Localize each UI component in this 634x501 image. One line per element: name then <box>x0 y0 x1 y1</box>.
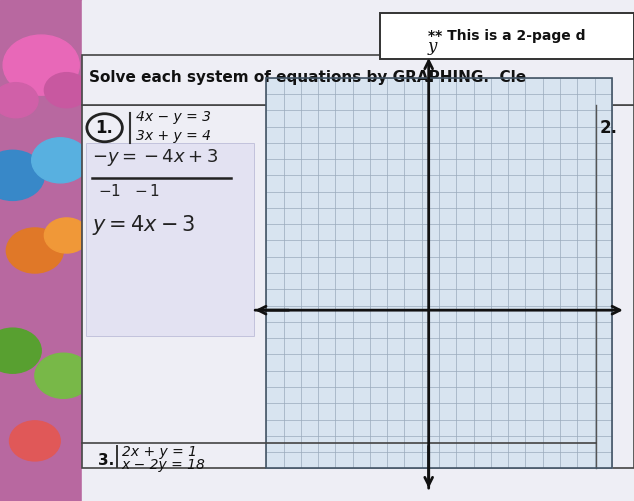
Circle shape <box>6 228 63 273</box>
Bar <box>86 143 254 336</box>
Text: ** This is a 2-page d: ** This is a 2-page d <box>429 29 586 43</box>
Bar <box>82 105 634 468</box>
Circle shape <box>32 138 89 183</box>
Text: 3x + y = 4: 3x + y = 4 <box>136 129 211 143</box>
Circle shape <box>0 83 38 118</box>
Text: y: y <box>427 38 437 55</box>
Bar <box>266 78 612 468</box>
Circle shape <box>0 328 41 373</box>
Circle shape <box>3 35 79 95</box>
Circle shape <box>10 421 60 461</box>
Text: 3.: 3. <box>98 453 115 468</box>
Bar <box>266 78 612 468</box>
Bar <box>82 0 634 501</box>
Text: $y=4x-3$: $y=4x-3$ <box>92 213 195 237</box>
Text: $-1\;\;\,-1$: $-1\;\;\,-1$ <box>98 183 160 199</box>
Text: 2.: 2. <box>599 119 617 137</box>
Bar <box>380 13 634 59</box>
Circle shape <box>44 218 89 253</box>
Text: x − 2y = 18: x − 2y = 18 <box>122 458 205 472</box>
Text: 2x + y = 1: 2x + y = 1 <box>122 445 197 459</box>
Circle shape <box>0 150 44 200</box>
Text: Solve each system of equations by GRAPHING.  Cle: Solve each system of equations by GRAPHI… <box>89 70 526 85</box>
Text: 4x − y = 3: 4x − y = 3 <box>136 110 211 124</box>
Bar <box>82 55 634 105</box>
Text: $-y=-4x+3$: $-y=-4x+3$ <box>92 147 218 168</box>
Circle shape <box>44 73 89 108</box>
Circle shape <box>35 353 92 398</box>
Bar <box>0 0 82 501</box>
Text: 1.: 1. <box>96 119 113 137</box>
